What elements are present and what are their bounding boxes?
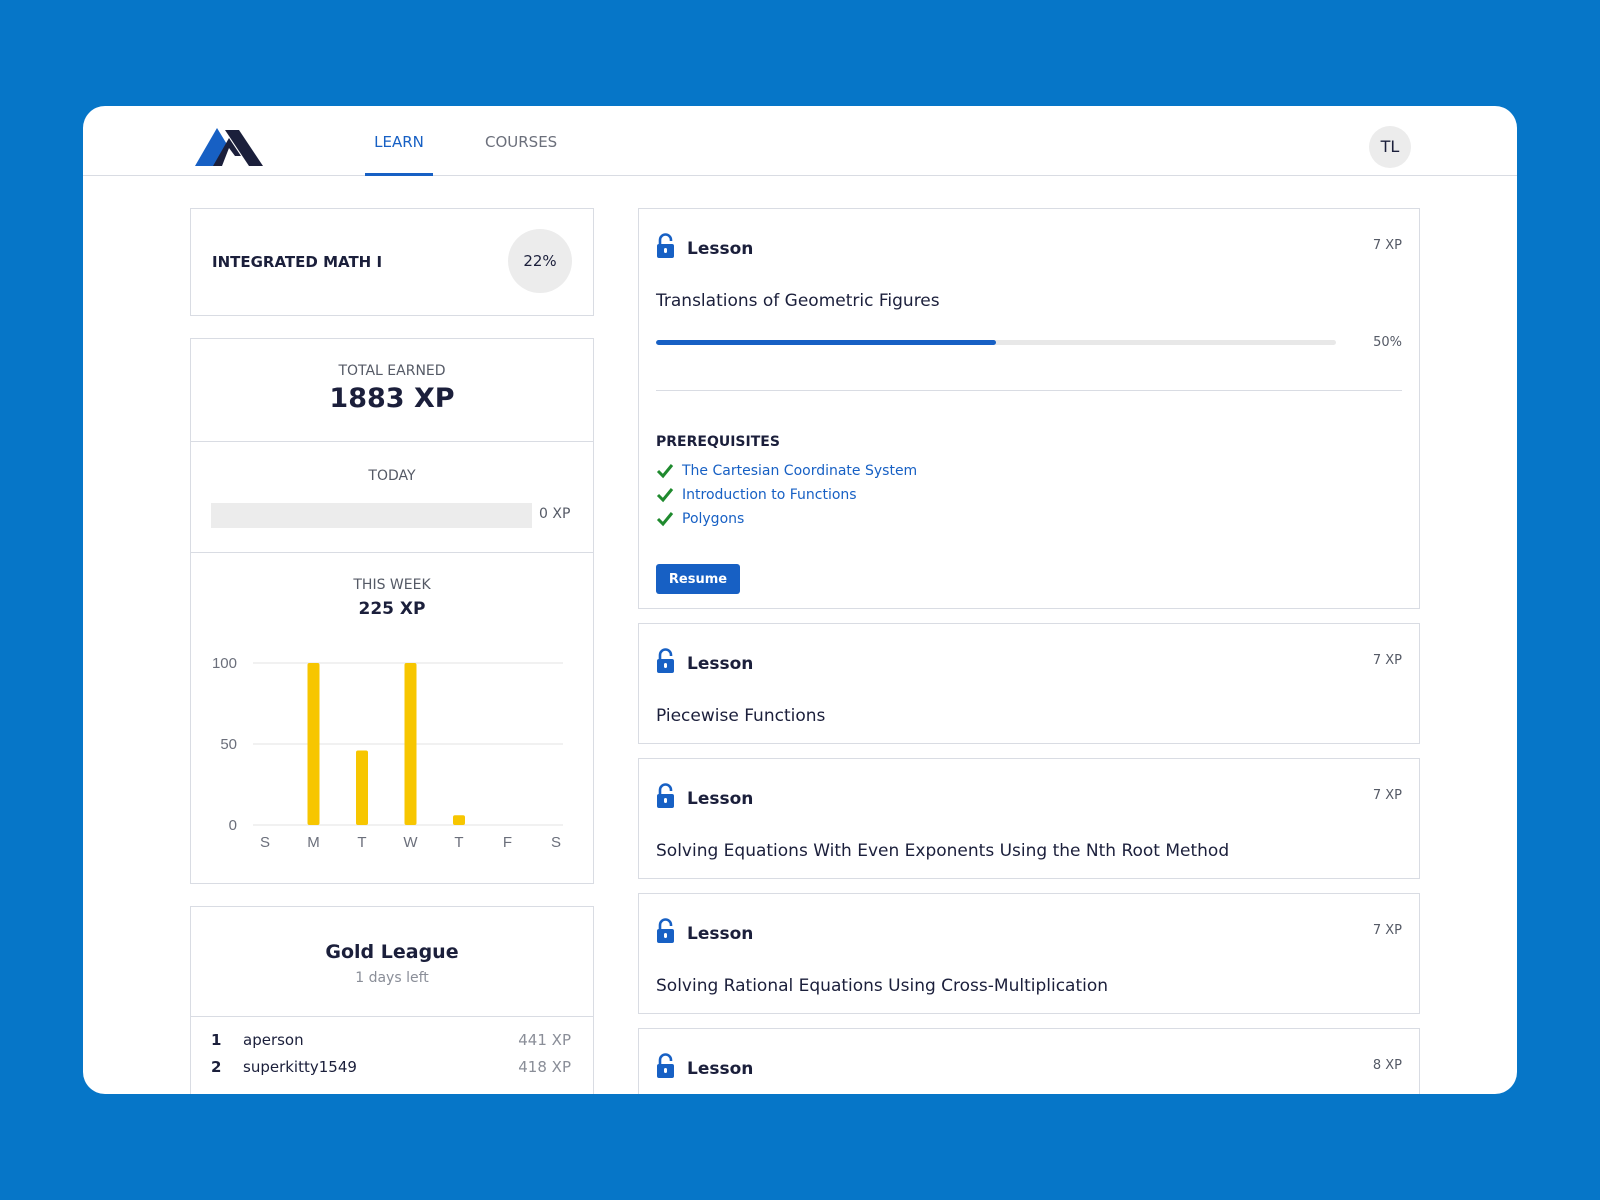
x-tick-label: S — [551, 834, 561, 851]
lesson-progress-percent: 50% — [1373, 335, 1402, 350]
leaderboard-rank: 1 — [211, 1031, 222, 1049]
x-tick-label: M — [307, 834, 320, 851]
x-tick-label: T — [357, 834, 366, 851]
bar — [404, 663, 417, 825]
league-title: Gold League — [325, 941, 459, 963]
prerequisite-link[interactable]: Polygons — [682, 511, 745, 527]
x-tick-label: S — [260, 834, 270, 851]
x-tick-label: W — [403, 834, 418, 851]
today-xp-value: 0 XP — [539, 506, 571, 522]
unlock-icon — [657, 783, 674, 808]
leaderboard-username: superkitty1549 — [243, 1058, 357, 1076]
x-tick-label: F — [503, 834, 512, 851]
user-avatar[interactable]: TL — [1369, 126, 1411, 168]
prerequisites-list: The Cartesian Coordinate System Introduc… — [656, 459, 917, 531]
prerequisite-link[interactable]: The Cartesian Coordinate System — [682, 463, 918, 479]
this-week-label: THIS WEEK — [353, 577, 431, 593]
leaderboard-xp: 441 XP — [518, 1031, 571, 1049]
lesson-card[interactable]: Lesson 8 XP — [638, 1028, 1420, 1094]
top-navigation-bar: LEARN COURSES TL — [83, 106, 1517, 176]
this-week-section: THIS WEEK 225 XP 0 50 100 S M T W T F S — [191, 553, 593, 883]
unlock-icon — [657, 233, 674, 258]
lesson-progress-bar — [656, 340, 1336, 345]
today-progress-bar — [211, 503, 532, 528]
leaderboard-row[interactable]: 2 superkitty1549 418 XP — [191, 1058, 593, 1085]
course-progress-badge: 22% — [508, 229, 572, 293]
prerequisite-item: Introduction to Functions — [656, 483, 917, 507]
league-days-left: 1 days left — [355, 970, 429, 986]
lesson-title[interactable]: Translations of Geometric Figures — [656, 291, 940, 311]
mountain-logo-icon[interactable] — [195, 126, 263, 166]
lesson-xp: 8 XP — [1372, 1058, 1402, 1073]
tab-courses[interactable]: COURSES — [485, 133, 558, 151]
lesson-title[interactable]: Solving Rational Equations Using Cross-M… — [656, 976, 1109, 996]
y-tick-label: 0 — [229, 817, 237, 834]
leaderboard-row[interactable]: 1 aperson 441 XP — [191, 1031, 593, 1058]
leaderboard-rank: 2 — [211, 1058, 222, 1076]
lesson-xp: 7 XP — [1372, 238, 1402, 253]
lesson-title[interactable]: Piecewise Functions — [656, 706, 826, 726]
bar — [356, 750, 368, 825]
unlock-icon — [657, 918, 674, 943]
this-week-value: 225 XP — [358, 599, 426, 619]
total-earned-label: TOTAL EARNED — [338, 363, 446, 379]
check-icon — [656, 512, 674, 527]
lesson-xp: 7 XP — [1372, 653, 1402, 668]
resume-button[interactable]: Resume — [656, 564, 740, 594]
divider — [656, 390, 1402, 391]
bar — [453, 815, 465, 825]
total-earned-value: 1883 XP — [329, 383, 455, 414]
lesson-xp: 7 XP — [1372, 788, 1402, 803]
check-icon — [656, 488, 674, 503]
lesson-type-label: Lesson — [687, 789, 754, 809]
lesson-title[interactable]: Solving Equations With Even Exponents Us… — [656, 841, 1230, 861]
lesson-type-label: Lesson — [687, 1059, 754, 1079]
weekly-xp-bar-chart: 0 50 100 S M T W T F S — [212, 655, 563, 851]
xp-stats-card: TOTAL EARNED 1883 XP TODAY 0 XP THIS WEE… — [190, 338, 594, 884]
check-icon — [656, 464, 674, 479]
y-tick-label: 100 — [212, 655, 237, 672]
lesson-type-label: Lesson — [687, 654, 754, 674]
lesson-type-label: Lesson — [687, 239, 754, 259]
course-title: INTEGRATED MATH I — [212, 253, 383, 271]
lesson-card[interactable]: Lesson 7 XP Solving Equations With Even … — [638, 758, 1420, 879]
lesson-card[interactable]: Lesson 7 XP Piecewise Functions — [638, 623, 1420, 744]
prerequisite-item: The Cartesian Coordinate System — [656, 459, 917, 483]
unlock-icon — [657, 648, 674, 673]
bar — [307, 663, 320, 825]
today-section: TODAY 0 XP — [191, 442, 593, 553]
lesson-card[interactable]: Lesson 7 XP Solving Rational Equations U… — [638, 893, 1420, 1014]
lesson-progress-fill — [656, 340, 996, 345]
lesson-card-active[interactable]: Lesson 7 XP Translations of Geometric Fi… — [638, 208, 1420, 609]
course-summary-card[interactable]: INTEGRATED MATH I 22% — [190, 208, 594, 316]
leaderboard-username: aperson — [243, 1031, 304, 1049]
league-card: Gold League 1 days left 1 aperson 441 XP… — [190, 906, 594, 1094]
app-window: LEARN COURSES TL INTEGRATED MATH I 22% T… — [83, 106, 1517, 1094]
lesson-xp: 7 XP — [1372, 923, 1402, 938]
league-header: Gold League 1 days left — [191, 907, 593, 1017]
lesson-type-label: Lesson — [687, 924, 754, 944]
y-tick-label: 50 — [220, 736, 237, 753]
prerequisite-item: Polygons — [656, 507, 917, 531]
prerequisite-link[interactable]: Introduction to Functions — [682, 487, 857, 503]
unlock-icon — [657, 1053, 674, 1078]
prerequisites-heading: PREREQUISITES — [656, 434, 780, 450]
x-tick-label: T — [454, 834, 463, 851]
leaderboard-xp: 418 XP — [518, 1058, 571, 1076]
today-label: TODAY — [368, 468, 416, 484]
tab-learn[interactable]: LEARN — [365, 106, 433, 176]
total-earned-section: TOTAL EARNED 1883 XP — [191, 339, 593, 442]
